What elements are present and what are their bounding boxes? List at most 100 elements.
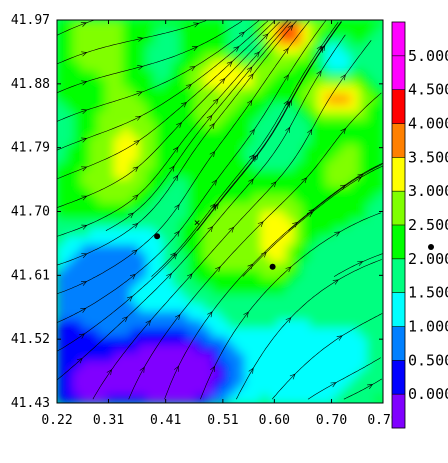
speed-cell: [277, 186, 286, 196]
speed-cell: [342, 94, 351, 104]
speed-cell: [374, 244, 383, 254]
speed-cell: [342, 303, 351, 313]
speed-cell: [154, 386, 164, 396]
speed-cell: [57, 186, 66, 196]
speed-cell: [179, 169, 188, 179]
speed-cell: [228, 119, 237, 129]
speed-cell: [317, 144, 327, 154]
speed-cell: [293, 244, 303, 254]
speed-cell: [309, 261, 319, 271]
speed-cell: [171, 353, 180, 362]
speed-cell: [268, 69, 278, 79]
speed-cell: [97, 269, 107, 279]
speed-cell: [244, 244, 254, 254]
speed-cell: [146, 353, 156, 362]
speed-cell: [203, 28, 213, 38]
speed-cell: [146, 386, 156, 396]
speed-cell: [309, 203, 319, 213]
speed-cell: [154, 303, 164, 313]
speed-cell: [309, 28, 319, 38]
speed-cell: [146, 119, 156, 129]
speed-cell: [179, 236, 188, 246]
speed-cell: [366, 269, 376, 279]
speed-cell: [260, 228, 270, 238]
speed-cell: [105, 119, 115, 129]
speed-cell: [366, 61, 376, 71]
speed-cell: [97, 303, 107, 313]
speed-cell: [334, 194, 343, 204]
speed-cell: [179, 394, 188, 403]
speed-cell: [285, 236, 294, 246]
speed-cell: [130, 203, 140, 213]
speed-cell: [268, 136, 278, 146]
speed-cell: [277, 311, 286, 321]
speed-cell: [325, 261, 335, 271]
speed-cell: [114, 244, 123, 254]
speed-cell: [122, 194, 131, 204]
speed-cell: [260, 311, 270, 321]
speed-cell: [211, 261, 221, 271]
speed-cell: [334, 136, 343, 146]
speed-cell: [252, 219, 262, 229]
speed-cell: [220, 153, 229, 163]
speed-cell: [146, 94, 156, 104]
speed-cell: [374, 219, 383, 229]
speed-cell: [195, 178, 205, 188]
speed-cell: [89, 269, 99, 279]
speed-cell: [114, 28, 123, 38]
speed-cell: [65, 53, 74, 63]
speed-cell: [195, 219, 205, 229]
speed-cell: [317, 269, 327, 279]
speed-cell: [309, 194, 319, 204]
colorbar-label: 0.000: [408, 385, 448, 403]
speed-cell: [268, 153, 278, 163]
speed-cell: [350, 261, 360, 271]
speed-cell: [244, 386, 254, 396]
speed-cell: [350, 303, 360, 313]
streamline-arrow: [76, 357, 83, 364]
speed-cell: [374, 169, 383, 179]
speed-cell: [179, 144, 188, 154]
speed-cell: [268, 328, 278, 337]
speed-cell: [325, 219, 335, 229]
speed-cell: [285, 386, 294, 396]
speed-cell: [195, 153, 205, 163]
speed-cells: [57, 20, 383, 403]
streamline: [200, 212, 382, 400]
speed-cell: [65, 28, 74, 38]
speed-cell: [350, 28, 360, 38]
speed-cell: [342, 386, 351, 396]
speed-cell: [325, 361, 335, 371]
speed-cell: [187, 394, 197, 403]
speed-cell: [154, 186, 164, 196]
speed-cell: [325, 53, 335, 63]
speed-cell: [154, 128, 164, 138]
speed-cell: [366, 203, 376, 213]
speed-cell: [309, 103, 319, 113]
speed-cell: [374, 119, 383, 129]
speed-cell: [146, 278, 156, 288]
speed-cell: [65, 236, 74, 246]
speed-cell: [65, 119, 74, 129]
speed-cell: [187, 144, 197, 154]
speed-cell: [285, 253, 294, 263]
streamline-arrow: [80, 281, 88, 286]
speed-cell: [203, 161, 213, 171]
speed-cell: [358, 261, 368, 271]
speed-cell: [350, 94, 360, 104]
speed-cell: [211, 69, 221, 79]
y-tick-label: 41.43: [11, 396, 50, 411]
speed-cell: [293, 69, 303, 79]
speed-cell: [244, 144, 254, 154]
speed-cell: [220, 311, 229, 321]
speed-cell: [277, 244, 286, 254]
speed-cell: [154, 28, 164, 38]
speed-cell: [65, 261, 74, 271]
speed-cell: [374, 44, 383, 54]
speed-cell: [211, 111, 221, 121]
speed-cell: [350, 336, 360, 346]
speed-cell: [358, 94, 368, 104]
speed-cell: [105, 28, 115, 38]
speed-cell: [374, 28, 383, 38]
colorbar-segment: [392, 360, 405, 395]
